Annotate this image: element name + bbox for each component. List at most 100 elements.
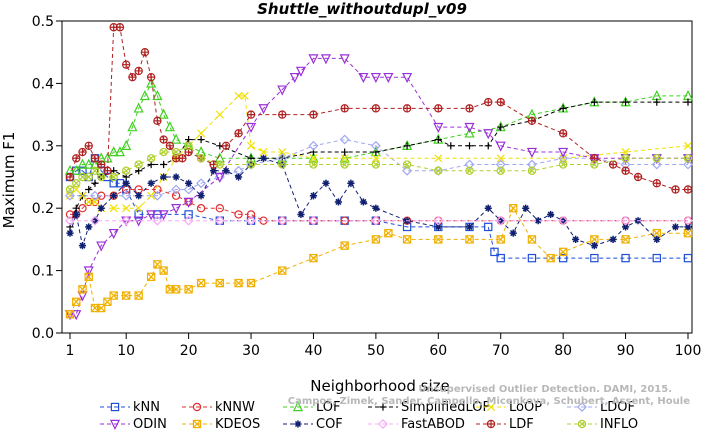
- x-tick-label: 50: [367, 343, 385, 359]
- data-point-loop: [259, 148, 268, 157]
- watermark-line-2: Campos, Zimek, Sander, Campello, Micenko…: [288, 396, 690, 407]
- data-point-fastabod: [277, 215, 288, 226]
- data-point-cof: [122, 179, 130, 187]
- data-point-cof: [185, 179, 193, 187]
- data-point-loop: [122, 204, 131, 213]
- data-point-ldof: [558, 153, 569, 164]
- data-point-ldf: [178, 154, 187, 163]
- data-point-odin: [320, 54, 332, 65]
- data-point-odin: [464, 122, 475, 134]
- data-point-cof: [222, 167, 230, 175]
- data-point-ldf: [234, 129, 243, 138]
- data-point-kdeos: [546, 253, 555, 263]
- data-point-loop: [496, 154, 505, 163]
- data-point-loop: [84, 197, 93, 206]
- data-point-knn: [590, 253, 599, 263]
- x-tick-label: 90: [617, 343, 635, 359]
- data-point-odin: [277, 85, 288, 96]
- data-point-kdeos: [78, 285, 87, 294]
- data-point-loop: [215, 110, 224, 119]
- data-point-kdeos: [171, 285, 181, 294]
- data-point-inflo: [434, 166, 443, 175]
- data-point-ldf: [608, 160, 618, 169]
- data-point-odin: [402, 72, 413, 84]
- data-point-cof: [359, 198, 367, 206]
- data-point-ldf: [134, 66, 143, 76]
- legend-item-loop: LoOP: [476, 400, 542, 415]
- legend-item-inflo: INFLO: [567, 417, 638, 432]
- data-point-inflo: [109, 172, 118, 182]
- data-point-fastabod: [65, 215, 75, 226]
- data-point-simplifiedlof: [72, 204, 80, 212]
- data-point-lof: [139, 89, 150, 101]
- legend-label-ldof: LDOF: [600, 400, 635, 415]
- data-point-odin: [383, 72, 394, 84]
- data-point-ldf: [278, 110, 287, 119]
- data-point-lof: [114, 146, 126, 157]
- data-point-fastabod: [308, 215, 319, 226]
- data-point-kdeos: [509, 204, 518, 213]
- data-point-odin: [96, 241, 107, 252]
- legend-item-lof: LOF: [283, 400, 341, 415]
- data-point-ldof: [196, 178, 207, 189]
- data-point-ldf: [121, 60, 131, 69]
- data-point-ldf: [340, 104, 349, 113]
- data-point-simplifiedlof: [497, 123, 505, 131]
- data-point-fastabod: [370, 215, 381, 226]
- data-point-cof: [234, 173, 243, 181]
- data-point-kdeos: [527, 235, 537, 244]
- data-point-knnw: [234, 210, 243, 219]
- series-line-cof: [69, 157, 688, 248]
- data-point-cof: [465, 223, 474, 231]
- legend-item-simplifiedlof: SimplifiedLOF: [368, 400, 490, 415]
- data-point-ldof: [464, 159, 475, 170]
- data-point-ldf: [165, 141, 175, 150]
- data-point-inflo: [146, 154, 156, 163]
- data-point-kdeos: [72, 297, 81, 307]
- data-point-lof: [464, 127, 475, 138]
- data-point-inflo: [527, 166, 537, 175]
- data-point-loop: [234, 91, 243, 100]
- data-point-ldf: [140, 48, 150, 57]
- data-point-inflo: [278, 160, 287, 169]
- data-point-odin: [558, 147, 569, 158]
- data-point-knn: [527, 253, 537, 263]
- data-point-cof: [547, 210, 555, 219]
- data-point-inflo: [90, 166, 100, 175]
- y-tick-label: 0.3: [32, 139, 54, 155]
- data-point-ldof: [651, 159, 662, 170]
- data-point-ldf: [402, 104, 412, 113]
- y-axis-label: Maximum F1: [0, 132, 18, 229]
- legend-label-kdeos: KDEOS: [215, 417, 260, 432]
- data-point-knnw: [246, 210, 256, 219]
- data-point-kdeos: [146, 272, 156, 282]
- series-line-odin: [70, 57, 688, 315]
- data-point-kdeos: [84, 272, 93, 282]
- data-point-odin: [108, 228, 119, 240]
- legend-label-loop: LoOP: [509, 400, 542, 415]
- series-line-lof: [70, 82, 688, 172]
- data-point-kdeos: [184, 285, 193, 294]
- data-point-knn: [558, 253, 568, 263]
- data-point-ldf: [371, 104, 381, 113]
- data-point-kdeos: [402, 235, 412, 244]
- legend-marker-kdeos: [192, 419, 202, 429]
- data-point-fastabod: [246, 215, 256, 226]
- data-point-kdeos: [496, 235, 505, 244]
- data-point-kdeos: [246, 278, 256, 288]
- legend-label-knn: kNN: [133, 400, 160, 415]
- data-point-lof: [83, 158, 94, 169]
- data-point-fastabod: [433, 215, 444, 226]
- data-point-kdeos: [109, 291, 118, 300]
- data-point-ldof: [90, 190, 100, 201]
- legend-label-ldf: LDF: [509, 417, 534, 432]
- data-point-ldf: [246, 110, 256, 119]
- data-point-kdeos: [340, 241, 349, 250]
- data-point-odin: [483, 129, 494, 140]
- data-point-ldf: [496, 97, 505, 107]
- data-point-simplifiedlof: [91, 179, 99, 187]
- data-point-simplifiedlof: [434, 135, 442, 144]
- data-point-cof: [653, 235, 661, 243]
- data-point-ldf: [434, 104, 443, 113]
- x-tick-label: 60: [429, 343, 447, 359]
